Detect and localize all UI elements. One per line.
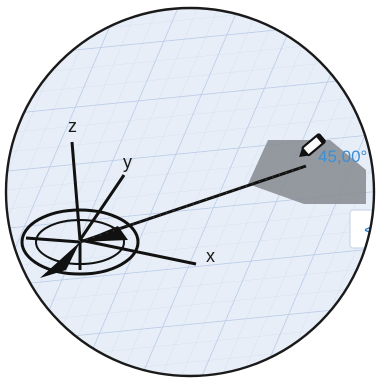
z-axis (70, 141, 82, 241)
compass-outer-ring (20, 208, 140, 276)
x-axis (79, 238, 197, 266)
y-axis-label: y (123, 152, 132, 172)
compass-spoke-left (25, 236, 81, 244)
input-box[interactable]: < (349, 209, 380, 249)
z-axis-label: z (68, 116, 77, 136)
pencil-eraser (315, 133, 326, 145)
y-axis (78, 174, 126, 241)
pencil-icon[interactable] (296, 133, 326, 161)
axis-gizmo[interactable]: z y x (68, 116, 215, 266)
rotation-guide-line-overlay (79, 165, 307, 243)
lens-border (4, 6, 376, 378)
x-axis-label: x (206, 246, 215, 266)
compass-sector-dark (40, 242, 80, 278)
selected-plane[interactable] (248, 140, 366, 204)
pencil-tip (299, 148, 309, 157)
angle-readout: 45,00° (318, 147, 367, 166)
